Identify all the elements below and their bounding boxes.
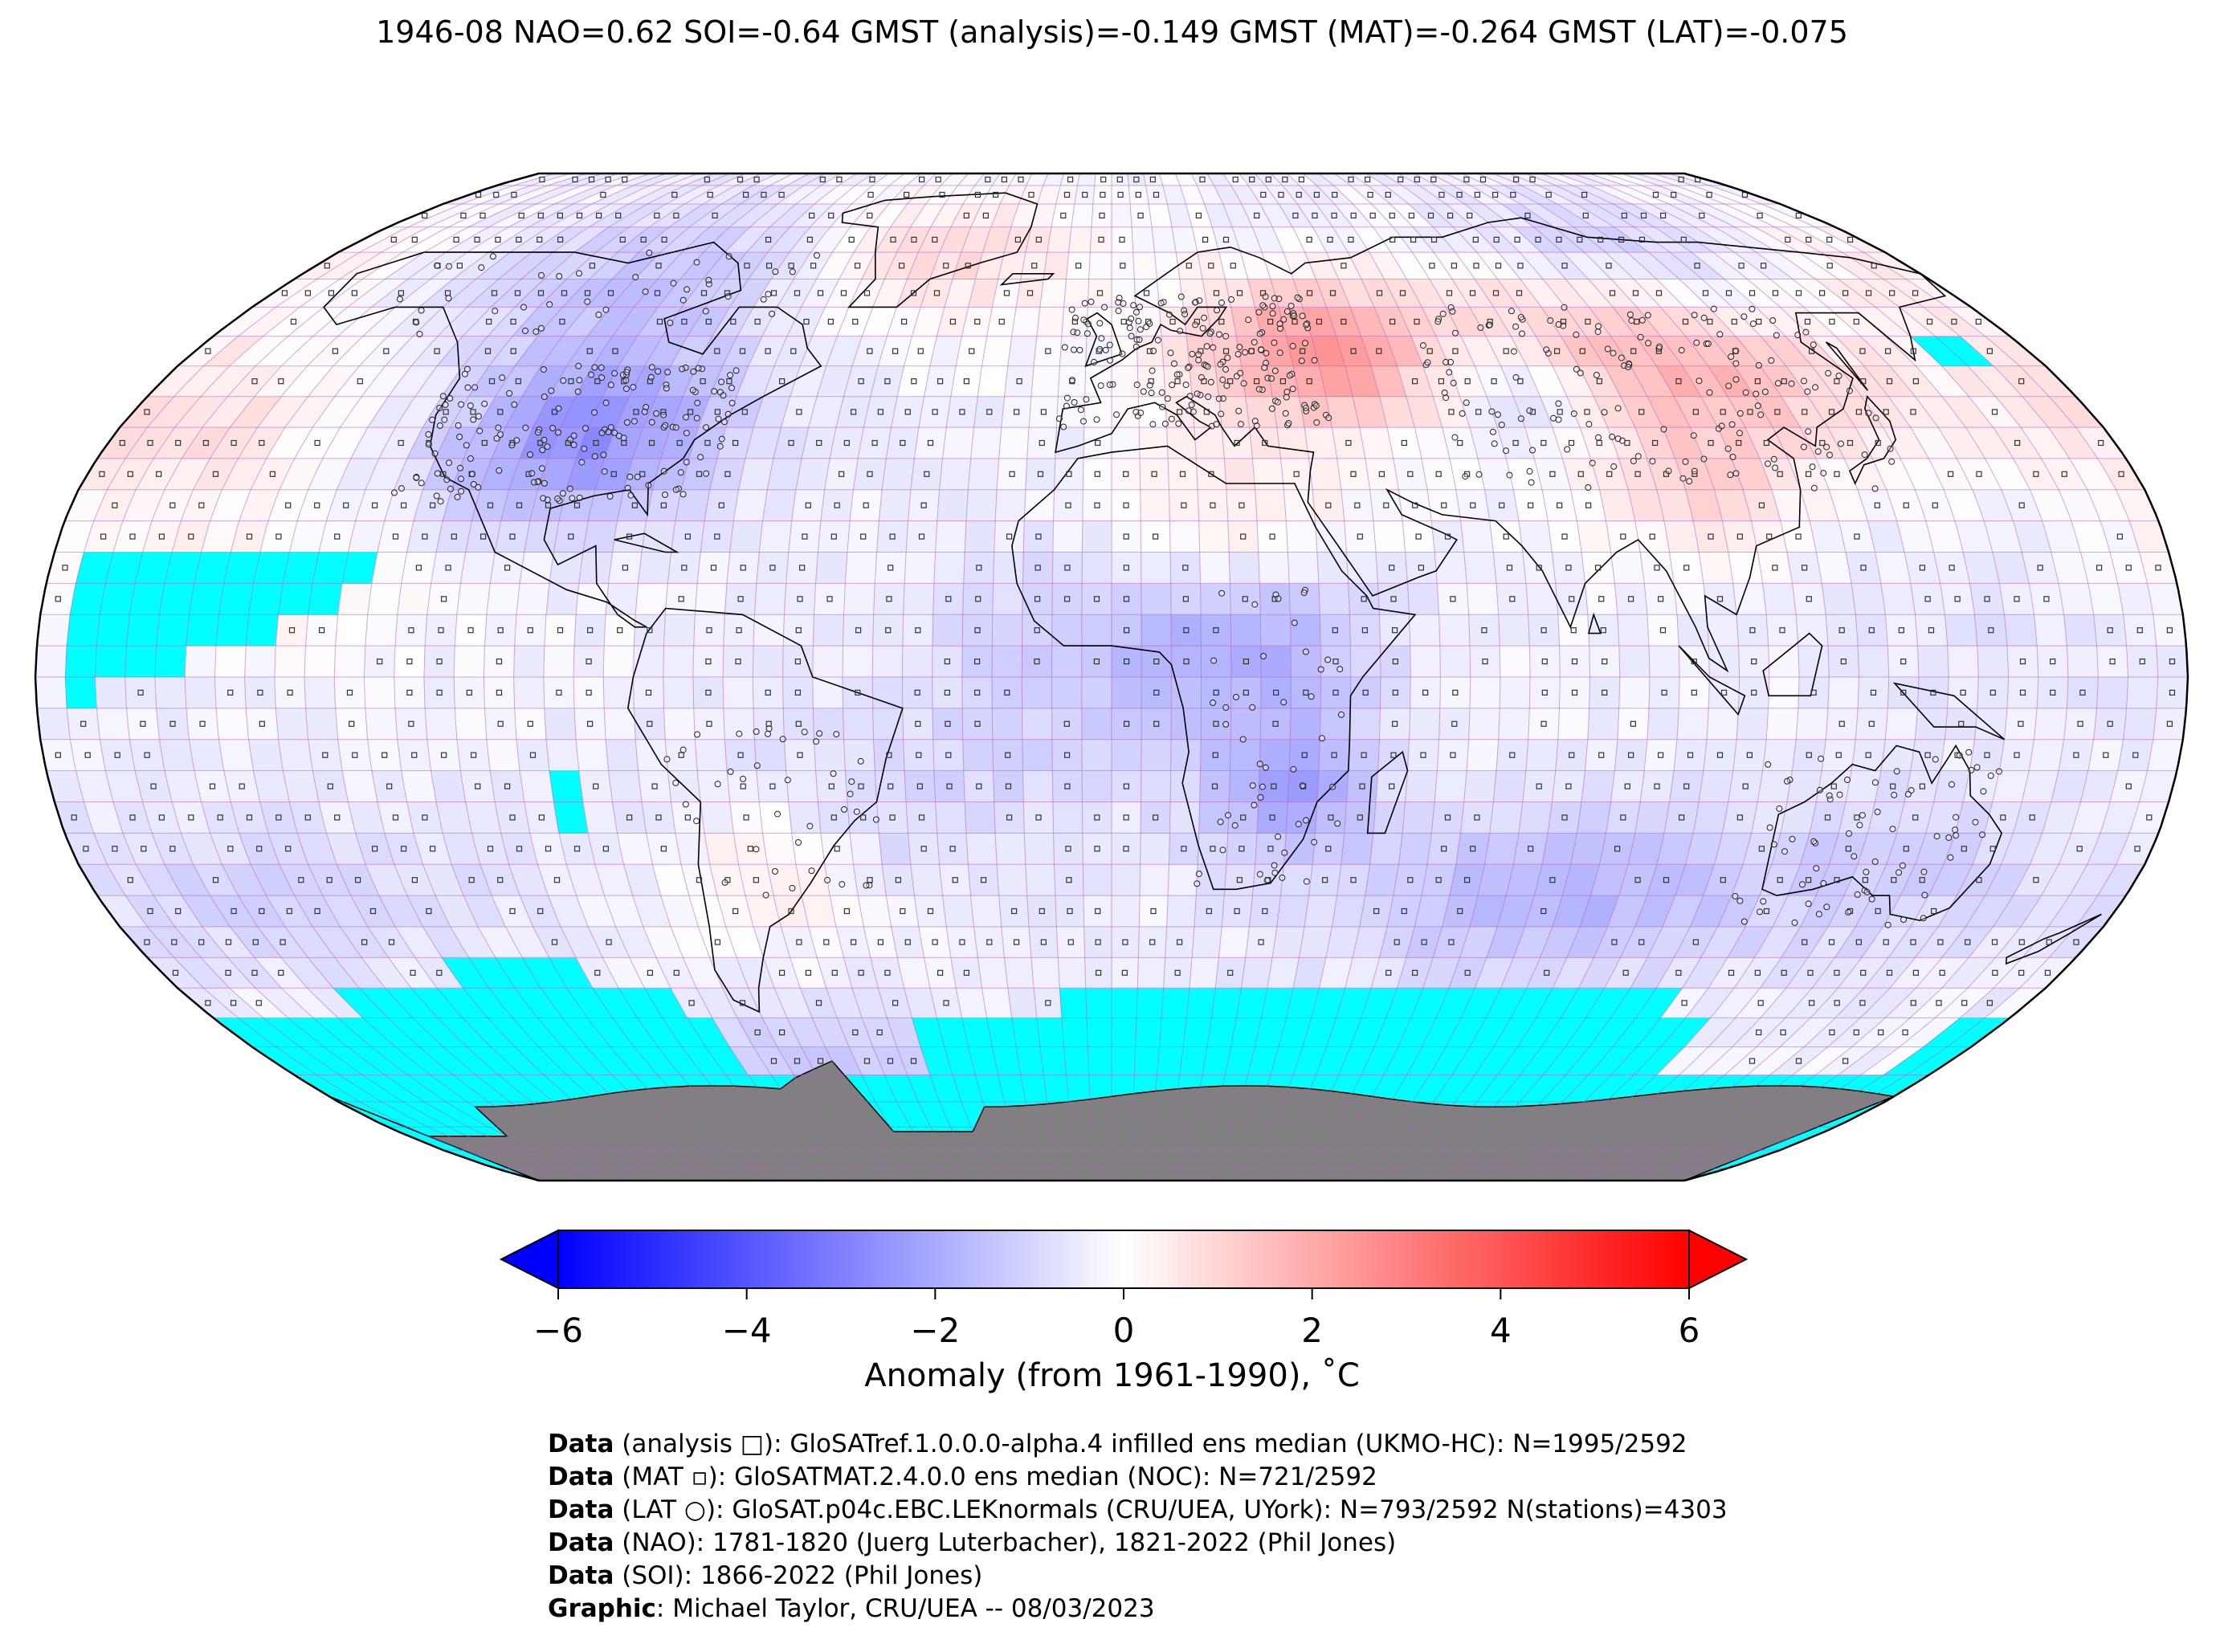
- map-title: 1946-08 NAO=0.62 SOI=-0.64 GMST (analysi…: [376, 14, 1848, 50]
- credit-line-analysis: Data (analysis □): GloSATref.1.0.0.0-alp…: [548, 1430, 1687, 1458]
- colorbar-body: [557, 1230, 1690, 1289]
- credit-line-soi: Data (SOI): 1866-2022 (Phil Jones): [548, 1561, 983, 1590]
- colorbar-tick-label: −2: [910, 1311, 961, 1350]
- credits-block: Data (analysis □): GloSATref.1.0.0.0-alp…: [548, 1428, 1728, 1625]
- colorbar-low-extension: [499, 1229, 559, 1290]
- credit-line-mat: Data (MAT ▫): GloSATMAT.2.4.0.0 ens medi…: [548, 1462, 1377, 1491]
- credit-line-graphic: Graphic: Michael Taylor, CRU/UEA -- 08/0…: [548, 1594, 1155, 1623]
- colorbar-tick-label: −6: [533, 1311, 583, 1350]
- colorbar-label: Anomaly (from 1961-1990), ˚C: [864, 1357, 1360, 1394]
- colorbar-ticks: [557, 1288, 1690, 1299]
- colorbar-tick-label: 0: [1112, 1311, 1135, 1350]
- colorbar-high-extension: [1688, 1229, 1749, 1290]
- colorbar-tick-label: 4: [1489, 1311, 1512, 1350]
- colorbar-tick-label: 6: [1678, 1311, 1700, 1350]
- credit-line-lat: Data (LAT ○): GloSAT.p04c.EBC.LEKnormals…: [548, 1495, 1728, 1524]
- colorbar-tick-label: 2: [1301, 1311, 1324, 1350]
- credit-line-nao: Data (NAO): 1781-1820 (Juerg Luterbacher…: [548, 1528, 1397, 1557]
- colorbar-tick-label: −4: [721, 1311, 772, 1350]
